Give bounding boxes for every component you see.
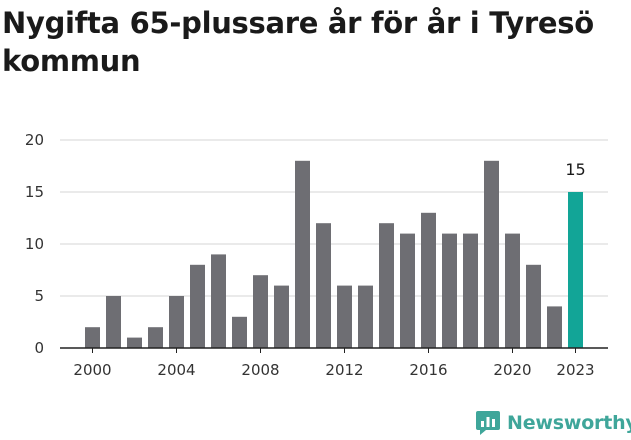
y-tick-label: 0 xyxy=(34,339,44,357)
bar-2015 xyxy=(400,233,415,348)
data-labels: 15 xyxy=(565,160,585,179)
data-label-2023: 15 xyxy=(565,160,585,179)
bar-2020 xyxy=(505,233,520,348)
x-tick-label: 2020 xyxy=(493,361,531,379)
x-axis-ticks: 2000 2004 2008 2012 2016 2020 2023 xyxy=(60,347,608,379)
y-tick-label: 10 xyxy=(25,235,44,253)
bar-2010 xyxy=(295,160,310,348)
gridlines xyxy=(60,139,608,297)
bars xyxy=(85,160,583,348)
x-tick-label: 2016 xyxy=(409,361,447,379)
x-tick-label: 2000 xyxy=(73,361,111,379)
bar-2021 xyxy=(526,264,541,348)
bar-2012 xyxy=(337,285,352,348)
bar-2006 xyxy=(211,254,226,348)
bar-2014 xyxy=(379,223,394,348)
bar-2005 xyxy=(190,264,205,348)
x-tick-label: 2004 xyxy=(157,361,195,379)
brand-name: Newsworthy xyxy=(507,412,631,434)
bar-2008 xyxy=(253,275,268,348)
bar-2016 xyxy=(421,212,436,348)
bar-2002 xyxy=(127,337,142,348)
y-tick-label: 5 xyxy=(34,287,44,305)
x-tick-label: 2008 xyxy=(241,361,279,379)
bar-2009 xyxy=(274,285,289,348)
bar-2003 xyxy=(148,327,163,348)
bar-2007 xyxy=(232,316,247,348)
y-axis-ticks: 0 5 10 15 20 xyxy=(25,131,44,357)
bar-2013 xyxy=(358,285,373,348)
bar-2011 xyxy=(316,223,331,348)
bar-2022 xyxy=(547,306,562,348)
bar-2000 xyxy=(85,327,100,348)
newsworthy-logo-icon xyxy=(476,411,500,435)
bar-2017 xyxy=(442,233,457,348)
brand-logo: Newsworthy xyxy=(475,406,631,440)
x-tick-label: 2012 xyxy=(325,361,363,379)
bar-2001 xyxy=(106,296,121,348)
y-tick-label: 15 xyxy=(25,183,44,201)
x-tick-label: 2023 xyxy=(556,361,594,379)
bar-2004 xyxy=(169,296,184,348)
bar-2019 xyxy=(484,160,499,348)
bar-2018 xyxy=(463,233,478,348)
chart-title: Nygifta 65-plussare år för år i Tyresö k… xyxy=(2,6,594,78)
bar-2023 xyxy=(568,192,583,348)
y-tick-label: 20 xyxy=(25,131,44,149)
